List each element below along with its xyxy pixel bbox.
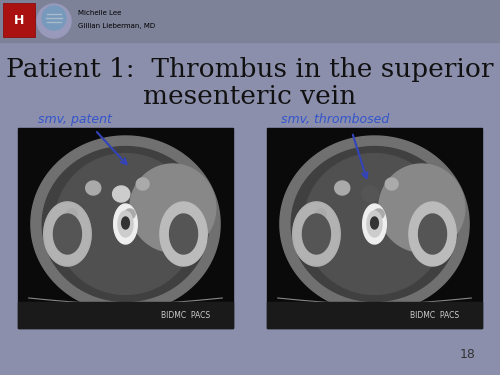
Polygon shape bbox=[122, 217, 130, 229]
Bar bbox=[267, 128, 482, 328]
Polygon shape bbox=[379, 164, 465, 252]
Polygon shape bbox=[114, 204, 138, 244]
Polygon shape bbox=[118, 211, 133, 237]
Polygon shape bbox=[418, 214, 446, 254]
Polygon shape bbox=[302, 214, 330, 254]
Polygon shape bbox=[130, 164, 216, 252]
Polygon shape bbox=[280, 136, 469, 312]
Polygon shape bbox=[334, 181, 350, 195]
Text: BIDMC  PACS: BIDMC PACS bbox=[410, 310, 460, 320]
Text: Patient 1:  Thrombus in the superior: Patient 1: Thrombus in the superior bbox=[6, 57, 494, 82]
Polygon shape bbox=[386, 178, 398, 190]
Polygon shape bbox=[160, 202, 207, 266]
Polygon shape bbox=[54, 214, 82, 254]
Bar bbox=[267, 302, 482, 328]
Bar bbox=[18, 128, 233, 328]
Polygon shape bbox=[367, 211, 382, 237]
Polygon shape bbox=[293, 202, 340, 266]
Polygon shape bbox=[31, 136, 220, 312]
Polygon shape bbox=[409, 202, 456, 266]
Polygon shape bbox=[124, 209, 135, 219]
Polygon shape bbox=[292, 147, 458, 302]
Text: BIDMC  PACS: BIDMC PACS bbox=[161, 310, 210, 320]
Text: H: H bbox=[14, 15, 24, 27]
Text: smv, thrombosed: smv, thrombosed bbox=[281, 114, 389, 126]
Polygon shape bbox=[362, 204, 386, 244]
Polygon shape bbox=[293, 202, 340, 266]
Polygon shape bbox=[304, 154, 446, 294]
Bar bbox=[0, 0, 500, 42]
Polygon shape bbox=[42, 147, 208, 302]
Circle shape bbox=[37, 4, 71, 38]
Polygon shape bbox=[136, 178, 149, 190]
FancyBboxPatch shape bbox=[3, 3, 35, 37]
Polygon shape bbox=[370, 217, 378, 229]
Circle shape bbox=[42, 6, 66, 30]
Text: smv, patent: smv, patent bbox=[38, 114, 112, 126]
Text: Michelle Lee: Michelle Lee bbox=[78, 10, 122, 16]
Bar bbox=[18, 302, 233, 328]
Polygon shape bbox=[316, 209, 326, 219]
Text: mesenteric vein: mesenteric vein bbox=[144, 84, 356, 109]
Polygon shape bbox=[66, 209, 77, 219]
Polygon shape bbox=[44, 202, 91, 266]
Polygon shape bbox=[112, 186, 130, 202]
Text: 18: 18 bbox=[460, 348, 476, 361]
Polygon shape bbox=[54, 154, 197, 294]
Text: Gillian Lieberman, MD: Gillian Lieberman, MD bbox=[78, 23, 155, 29]
Polygon shape bbox=[170, 214, 198, 254]
Polygon shape bbox=[86, 181, 101, 195]
Polygon shape bbox=[44, 202, 91, 266]
Polygon shape bbox=[374, 209, 384, 219]
Polygon shape bbox=[362, 186, 379, 202]
